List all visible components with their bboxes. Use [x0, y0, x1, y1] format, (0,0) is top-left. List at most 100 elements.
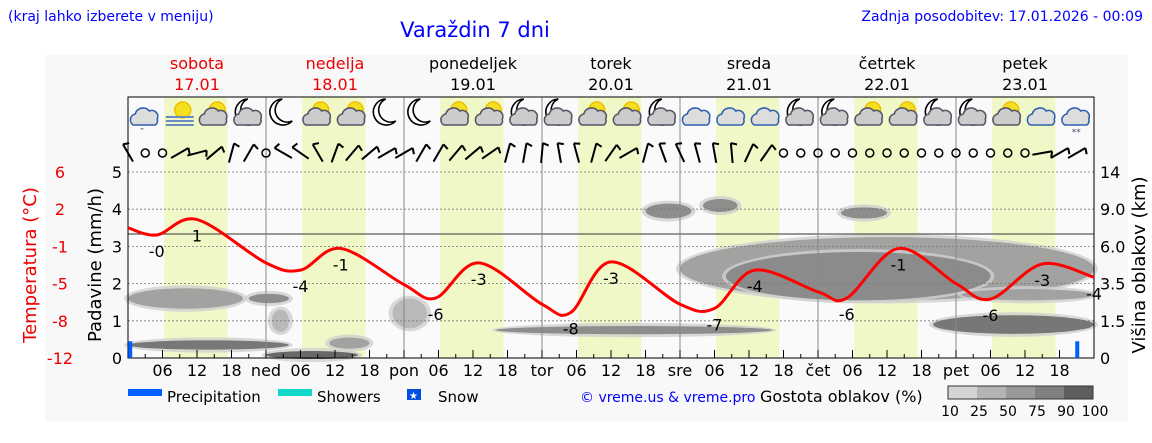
copyright-link[interactable]: © vreme.us & vreme.pro: [580, 390, 755, 406]
x-tick-label: 12: [1015, 361, 1035, 380]
cloud-icon: [681, 107, 711, 126]
barb-feather: [497, 146, 502, 154]
x-tick-label: 12: [739, 361, 759, 380]
cloud-patch: [128, 288, 243, 309]
sun-cloud-icon: [854, 101, 884, 126]
day-date: 19.01: [450, 75, 496, 94]
sun-cloud-icon: [440, 101, 470, 126]
temperature-label: -4: [747, 277, 763, 296]
cloud-shape: [992, 107, 1022, 126]
temperature-label: -6: [983, 306, 999, 325]
barb-feather: [542, 142, 550, 147]
x-tick-label: 12: [463, 361, 483, 380]
x-tick-label: 06: [290, 361, 310, 380]
cloud-icon: [750, 107, 780, 126]
wind-barb-icon: [1067, 147, 1088, 159]
wind-barb-icon: [540, 142, 550, 164]
moon-cloud-icon: [957, 98, 987, 126]
barb-staff: [361, 145, 378, 161]
density-legend-title: Gostota oblakov (%): [760, 387, 923, 406]
last-updated: Zadnja posodobitev: 17.01.2026 - 00:09: [861, 9, 1143, 25]
x-tick-label: 18: [221, 361, 241, 380]
temp-tick-label: -1: [52, 237, 68, 256]
barb-feather: [411, 147, 415, 155]
day-date: 22.01: [864, 75, 910, 94]
cloud-shape: [716, 107, 746, 126]
temp-tick-label: -8: [52, 312, 68, 331]
density-swatch: [1006, 386, 1035, 399]
temperature-label: -7: [707, 315, 723, 334]
wind-calm-icon: [261, 148, 271, 158]
x-tick-label: 12: [325, 361, 345, 380]
cloud-shape: [198, 107, 228, 126]
barb-staff: [170, 147, 189, 159]
barb-staff: [448, 144, 463, 162]
density-swatch: [977, 386, 1006, 399]
barb-feather: [205, 150, 208, 157]
daylight-band: [440, 97, 504, 358]
cloud-shape: [509, 107, 539, 126]
barb-staff: [658, 143, 668, 163]
x-tick-label: 18: [1049, 361, 1069, 380]
wind-barb-icon: [711, 142, 720, 164]
temperature-label: -1: [333, 255, 349, 274]
wind-barb-icon: [522, 142, 533, 164]
location-note[interactable]: (kraj lahko izberete v meniju): [8, 9, 214, 25]
wind-barb-icon: [415, 143, 432, 163]
daylight-band: [302, 97, 366, 358]
sun-cloud-icon: [612, 101, 642, 126]
wind-barb-icon: [377, 147, 398, 159]
cloud-icon: [1026, 107, 1056, 126]
barb-staff: [205, 145, 223, 161]
sun-cloud-icon: [474, 101, 504, 126]
barb-feather: [312, 142, 320, 146]
wind-barb-icon: [187, 149, 208, 157]
barb-feather: [1050, 151, 1054, 158]
sun-fog-icon: [165, 101, 194, 126]
barb-feather: [526, 142, 533, 148]
barb-feather: [509, 142, 516, 148]
cloud-patch: [726, 251, 991, 301]
barb-staff: [711, 142, 718, 164]
x-day-label: tor: [531, 361, 554, 380]
wind-calm-icon: [1003, 148, 1013, 158]
barb-feather: [273, 143, 280, 149]
barb-staff: [572, 143, 581, 163]
x-tick-label: 06: [980, 361, 1000, 380]
x-day-label: ned: [251, 361, 281, 380]
x-tick-label: 18: [635, 361, 655, 380]
moon-icon: [269, 98, 293, 126]
barb-feather: [357, 144, 363, 152]
cloud-shape: [854, 107, 884, 126]
barb-feather: [659, 142, 666, 145]
cloud-height-tick-label: 6.0: [1100, 237, 1125, 256]
wind-calm-icon: [796, 148, 806, 158]
cloud-height-tick-label: 1.5: [1100, 312, 1125, 331]
cloud-height-tick-label: 3.5: [1100, 275, 1125, 294]
daylight-band: [164, 97, 228, 358]
wind-calm-icon: [899, 148, 909, 158]
cloud-patch: [933, 315, 1094, 334]
moon-icon: [407, 98, 431, 126]
barb-staff: [187, 149, 207, 157]
wind-barb-icon: [345, 144, 363, 162]
wind-calm-icon: [865, 148, 875, 158]
density-swatch: [948, 386, 977, 399]
barb-staff: [1050, 147, 1069, 159]
temperature-label: -3: [1034, 271, 1050, 290]
x-tick-label: 12: [187, 361, 207, 380]
cloud-shape: [923, 107, 953, 126]
sun-cloud-icon: [992, 101, 1022, 126]
cloud-shape: [233, 107, 263, 126]
precip-tick-label: 0: [112, 349, 122, 368]
cloud-shape: [543, 107, 573, 126]
legend-precip-label: Precipitation: [167, 388, 261, 406]
moon-cloud-icon: [647, 98, 677, 126]
temperature-label: -3: [471, 270, 487, 289]
wind-calm-icon: [813, 148, 823, 158]
density-level-label: 100: [1082, 404, 1109, 420]
wind-barb-icon: [1032, 150, 1054, 158]
cloud-patch: [496, 326, 772, 335]
cloud-shape: [750, 107, 780, 126]
